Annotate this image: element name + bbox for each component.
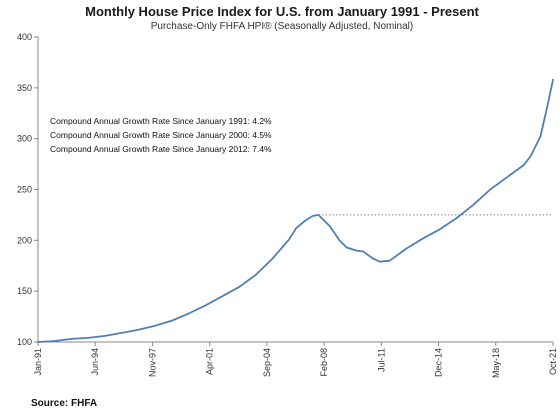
x-tick-label: Dec-14: [434, 348, 444, 377]
x-tick-label: Feb-08: [319, 348, 329, 377]
chart-title: Monthly House Price Index for U.S. from …: [85, 4, 479, 19]
x-tick-label: Apr-01: [205, 348, 215, 375]
x-tick-label: Jan-91: [33, 348, 43, 376]
annotation-cagr-1991: Compound Annual Growth Rate Since Januar…: [50, 116, 272, 126]
y-tick-label: 100: [17, 337, 32, 347]
y-tick-label: 200: [17, 235, 32, 245]
x-tick-label: Jun-94: [90, 348, 100, 376]
hpi-series-line: [37, 78, 554, 343]
annotation-cagr-2012: Compound Annual Growth Rate Since Januar…: [50, 144, 272, 154]
y-tick-label: 350: [17, 83, 32, 93]
x-tick-label: Oct-21: [548, 348, 558, 375]
source-note: Source: FHFA: [31, 398, 97, 409]
x-tick-label: May-18: [491, 348, 501, 378]
y-tick-label: 300: [17, 134, 32, 144]
x-tick-label: Sep-04: [262, 348, 272, 377]
x-tick-label: Jul-11: [376, 348, 386, 372]
y-tick-label: 400: [17, 32, 32, 42]
x-tick-label: Nov-97: [147, 348, 157, 377]
y-tick-label: 150: [17, 286, 32, 296]
y-tick-label: 250: [17, 185, 32, 195]
chart-subtitle: Purchase-Only FHFA HPI® (Seasonally Adju…: [151, 21, 413, 32]
annotation-cagr-2000: Compound Annual Growth Rate Since Januar…: [50, 130, 272, 140]
plot-area: 100 150 200 250 300 350 400 Jan-91 Jun-94 Nov-97 A…: [17, 32, 558, 378]
